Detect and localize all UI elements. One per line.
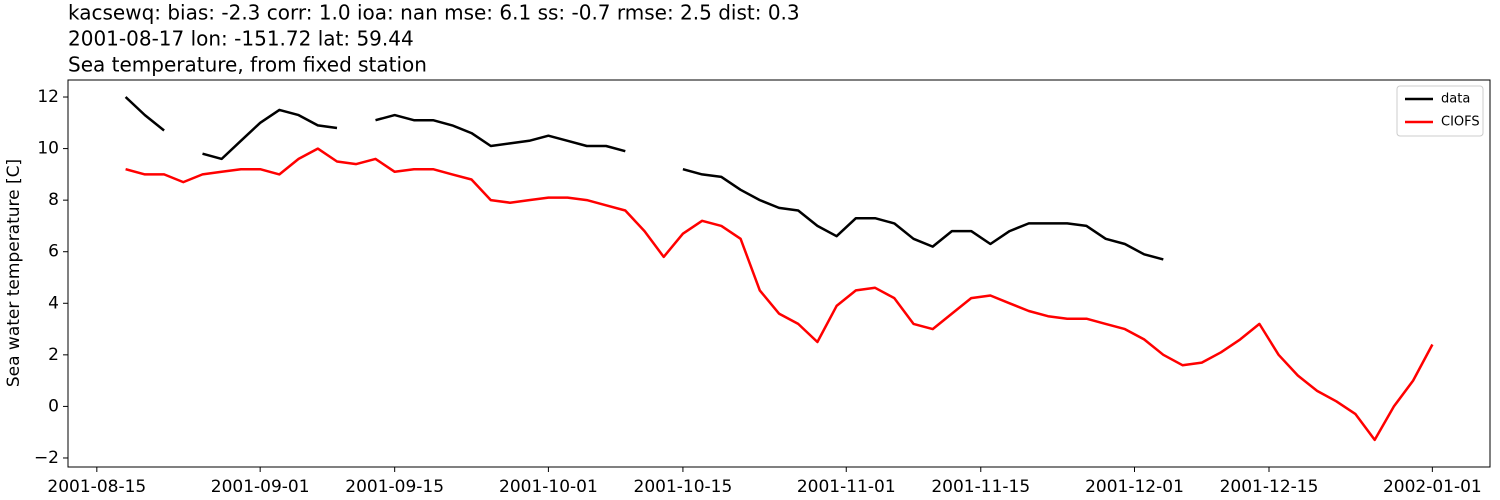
title-line: 2001-08-17 lon: -151.72 lat: 59.44 (68, 27, 414, 51)
x-tick-label: 2001-09-15 (345, 477, 444, 497)
y-tick-label: 0 (48, 396, 59, 416)
x-tick-label: 2001-10-01 (499, 477, 598, 497)
y-tick-label: −2 (34, 448, 59, 468)
y-tick-label: 4 (48, 293, 59, 313)
series-line (125, 147, 1434, 442)
y-tick-label: 10 (37, 139, 59, 159)
title-line: Sea temperature, from fixed station (68, 53, 427, 77)
x-tick-label: 2001-11-15 (931, 477, 1030, 497)
y-axis-label: Sea water temperature [C] (4, 159, 24, 387)
y-tick-label: 2 (48, 345, 59, 365)
legend-label: CIOFS (1441, 115, 1480, 130)
legend-label: data (1441, 92, 1470, 107)
x-tick-label: 2001-12-15 (1220, 477, 1319, 497)
y-tick-label: 12 (37, 87, 59, 107)
y-tick-label: 6 (48, 242, 59, 262)
x-tick-label: 2001-09-01 (211, 477, 310, 497)
series-line (124, 96, 1164, 261)
plot-frame (67, 79, 1491, 468)
x-tick-label: 2001-10-15 (634, 477, 733, 497)
title-line: kacsewq: bias: -2.3 corr: 1.0 ioa: nan m… (68, 1, 800, 25)
y-tick-label: 8 (48, 190, 59, 210)
x-tick-label: 2001-12-01 (1085, 477, 1184, 497)
x-tick-label: 2001-11-01 (797, 477, 896, 497)
x-tick-label: 2002-01-01 (1383, 477, 1482, 497)
x-tick-label: 2001-08-15 (47, 477, 146, 497)
